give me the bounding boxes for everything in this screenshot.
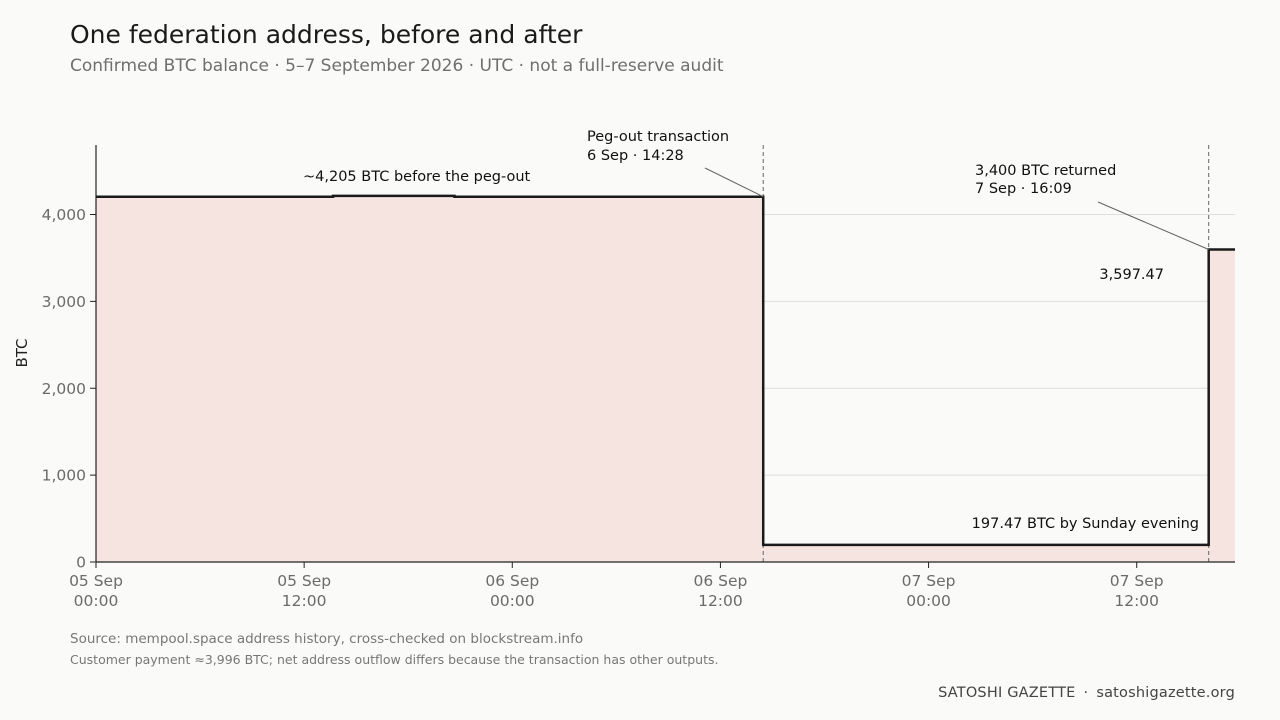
final-balance-annotation: 3,597.47 (1099, 267, 1164, 283)
y-tick-label: 3,000 (42, 293, 86, 311)
balance-step-line (96, 194, 1235, 547)
event-markers (762, 145, 1210, 562)
chart-subtitle: Confirmed BTC balance · 5–7 September 20… (70, 56, 724, 76)
x-tick-label-time: 00:00 (906, 592, 951, 610)
x-tick-label-date: 06 Sep (485, 572, 539, 590)
y-tick-label: 0 (76, 554, 86, 572)
before-balance-annotation: ~4,205 BTC before the peg-out (303, 169, 531, 185)
footer-separator: · (1083, 685, 1089, 701)
x-tick-label-time: 00:00 (74, 592, 119, 610)
return-event-label: 3,400 BTC returned (975, 163, 1116, 179)
pegout-leader-line (704, 167, 764, 198)
x-tick-label-time: 00:00 (490, 592, 535, 610)
y-tick-label: 4,000 (42, 206, 86, 224)
x-tick-label-date: 07 Sep (902, 572, 956, 590)
axes: 0 1,000 2,000 3,000 4,000 05 Sep 00:00 05 Sep 12… (42, 145, 1235, 610)
return-event-time: 7 Sep · 16:09 (975, 181, 1072, 197)
y-tick-label: 1,000 (42, 467, 86, 485)
x-tick-label-date: 05 Sep (69, 572, 123, 590)
x-tick-label-time: 12:00 (698, 592, 743, 610)
return-leader-line (1097, 201, 1209, 250)
x-tick-label-date: 06 Sep (693, 572, 747, 590)
chart-title: One federation address, before and after (70, 20, 583, 49)
source-note: Source: mempool.space address history, c… (70, 631, 584, 647)
site-link[interactable]: satoshigazette.org (1096, 685, 1235, 701)
x-tick-label-time: 12:00 (282, 592, 327, 610)
x-tick-label-time: 12:00 (1114, 592, 1159, 610)
annotations: Peg-out transaction 6 Sep · 14:28 3,400 BT… (303, 129, 1209, 532)
pegout-event-time: 6 Sep · 14:28 (587, 148, 684, 164)
payment-note: Customer payment ≈3,996 BTC; net address… (70, 652, 719, 667)
balance-area-fill (96, 195, 1235, 562)
brand-name: SATOSHI GAZETTE (938, 685, 1076, 701)
low-balance-annotation: 197.47 BTC by Sunday evening (972, 516, 1199, 532)
x-tick-label-date: 07 Sep (1110, 572, 1164, 590)
y-axis-label: BTC (13, 338, 31, 367)
x-tick-label-date: 05 Sep (277, 572, 331, 590)
footer-credit: SATOSHI GAZETTE · satoshigazette.org (938, 685, 1235, 701)
pegout-event-label: Peg-out transaction (587, 129, 729, 145)
y-tick-label: 2,000 (42, 380, 86, 398)
